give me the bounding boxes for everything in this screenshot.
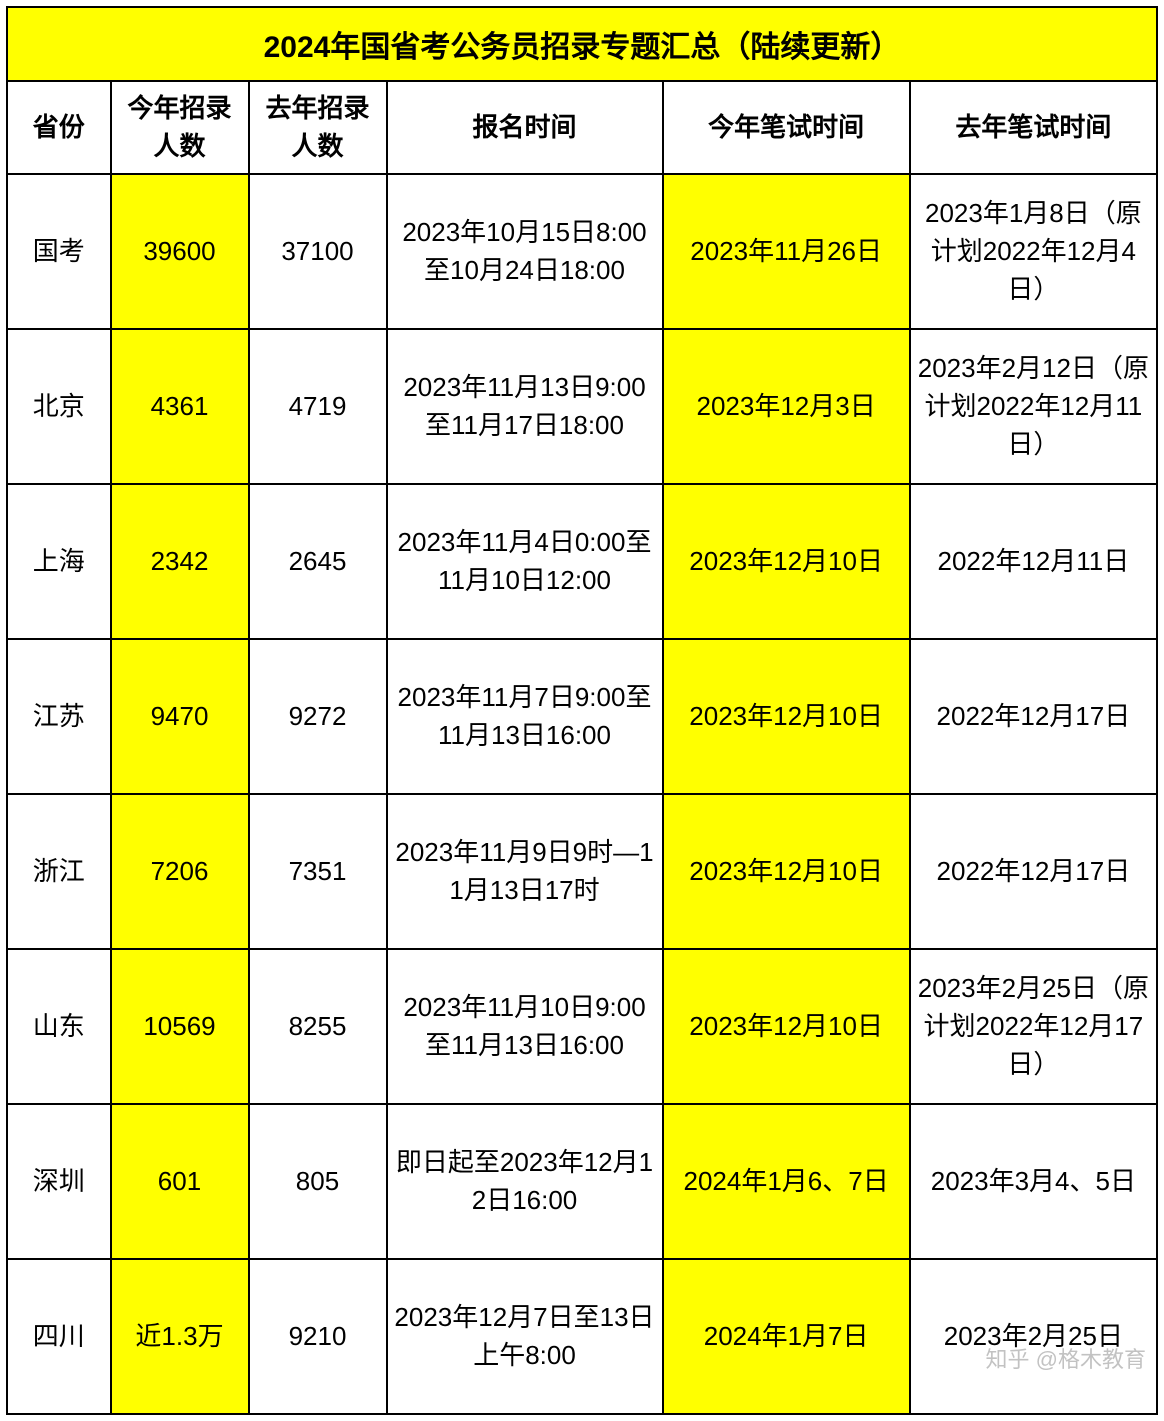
cell-registration_period: 2023年11月7日9:00至11月13日16:00 — [387, 639, 663, 794]
cell-last_year_exam: 2023年2月25日（原计划2022年12月17日） — [910, 949, 1157, 1104]
cell-registration_period: 2023年11月9日9时—11月13日17时 — [387, 794, 663, 949]
cell-this_year_exam: 2023年12月3日 — [663, 329, 910, 484]
cell-this_year_recruit: 7206 — [111, 794, 249, 949]
table-row: 深圳601805即日起至2023年12月12日16:002024年1月6、7日2… — [7, 1104, 1157, 1259]
table-row: 山东1056982552023年11月10日9:00至11月13日16:0020… — [7, 949, 1157, 1104]
cell-province: 四川 — [7, 1259, 111, 1414]
table-row: 国考39600371002023年10月15日8:00至10月24日18:002… — [7, 174, 1157, 329]
cell-this_year_exam: 2023年12月10日 — [663, 794, 910, 949]
table-wrap: 2024年国省考公务员招录专题汇总（陆续更新） 省份 今年招录人数 去年招录人数… — [0, 0, 1164, 1421]
cell-this_year_recruit: 近1.3万 — [111, 1259, 249, 1414]
cell-last_year_recruit: 4719 — [249, 329, 387, 484]
cell-province: 上海 — [7, 484, 111, 639]
table-row: 上海234226452023年11月4日0:00至11月10日12:002023… — [7, 484, 1157, 639]
cell-this_year_exam: 2023年12月10日 — [663, 949, 910, 1104]
col-last-year-exam: 去年笔试时间 — [910, 81, 1157, 174]
cell-registration_period: 即日起至2023年12月12日16:00 — [387, 1104, 663, 1259]
col-registration-period: 报名时间 — [387, 81, 663, 174]
col-province: 省份 — [7, 81, 111, 174]
cell-last_year_exam: 2022年12月11日 — [910, 484, 1157, 639]
cell-province: 浙江 — [7, 794, 111, 949]
cell-last_year_recruit: 8255 — [249, 949, 387, 1104]
cell-this_year_recruit: 39600 — [111, 174, 249, 329]
cell-last_year_recruit: 9210 — [249, 1259, 387, 1414]
cell-last_year_recruit: 2645 — [249, 484, 387, 639]
cell-last_year_exam: 2023年2月25日 — [910, 1259, 1157, 1414]
cell-this_year_exam: 2024年1月6、7日 — [663, 1104, 910, 1259]
table-row: 北京436147192023年11月13日9:00至11月17日18:00202… — [7, 329, 1157, 484]
table-row: 江苏947092722023年11月7日9:00至11月13日16:002023… — [7, 639, 1157, 794]
cell-this_year_recruit: 4361 — [111, 329, 249, 484]
cell-registration_period: 2023年11月4日0:00至11月10日12:00 — [387, 484, 663, 639]
cell-registration_period: 2023年11月10日9:00至11月13日16:00 — [387, 949, 663, 1104]
col-this-year-recruit: 今年招录人数 — [111, 81, 249, 174]
col-last-year-recruit: 去年招录人数 — [249, 81, 387, 174]
cell-registration_period: 2023年11月13日9:00至11月17日18:00 — [387, 329, 663, 484]
table-row: 四川近1.3万92102023年12月7日至13日上午8:002024年1月7日… — [7, 1259, 1157, 1414]
cell-this_year_exam: 2023年11月26日 — [663, 174, 910, 329]
cell-last_year_recruit: 37100 — [249, 174, 387, 329]
cell-last_year_recruit: 9272 — [249, 639, 387, 794]
cell-registration_period: 2023年12月7日至13日上午8:00 — [387, 1259, 663, 1414]
table-body: 国考39600371002023年10月15日8:00至10月24日18:002… — [7, 174, 1157, 1414]
cell-this_year_recruit: 10569 — [111, 949, 249, 1104]
cell-province: 北京 — [7, 329, 111, 484]
cell-this_year_recruit: 9470 — [111, 639, 249, 794]
cell-last_year_exam: 2023年2月12日（原计划2022年12月11日） — [910, 329, 1157, 484]
cell-province: 江苏 — [7, 639, 111, 794]
cell-province: 山东 — [7, 949, 111, 1104]
cell-this_year_recruit: 601 — [111, 1104, 249, 1259]
table-row: 浙江720673512023年11月9日9时—11月13日17时2023年12月… — [7, 794, 1157, 949]
cell-this_year_exam: 2023年12月10日 — [663, 639, 910, 794]
cell-registration_period: 2023年10月15日8:00至10月24日18:00 — [387, 174, 663, 329]
table-title: 2024年国省考公务员招录专题汇总（陆续更新） — [6, 6, 1158, 80]
cell-last_year_exam: 2023年1月8日（原计划2022年12月4日） — [910, 174, 1157, 329]
cell-last_year_recruit: 7351 — [249, 794, 387, 949]
cell-this_year_exam: 2023年12月10日 — [663, 484, 910, 639]
recruitment-table: 2024年国省考公务员招录专题汇总（陆续更新） 省份 今年招录人数 去年招录人数… — [6, 6, 1158, 1415]
table-header: 省份 今年招录人数 去年招录人数 报名时间 今年笔试时间 去年笔试时间 — [7, 81, 1157, 174]
cell-this_year_exam: 2024年1月7日 — [663, 1259, 910, 1414]
cell-province: 国考 — [7, 174, 111, 329]
cell-last_year_exam: 2022年12月17日 — [910, 639, 1157, 794]
cell-last_year_recruit: 805 — [249, 1104, 387, 1259]
col-this-year-exam: 今年笔试时间 — [663, 81, 910, 174]
cell-this_year_recruit: 2342 — [111, 484, 249, 639]
cell-last_year_exam: 2023年3月4、5日 — [910, 1104, 1157, 1259]
cell-province: 深圳 — [7, 1104, 111, 1259]
cell-last_year_exam: 2022年12月17日 — [910, 794, 1157, 949]
